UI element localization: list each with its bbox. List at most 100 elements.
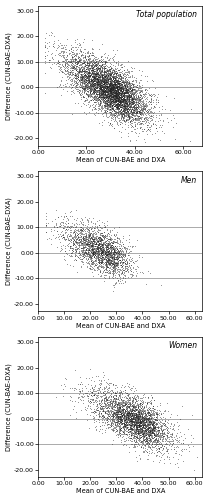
Point <box>130 272 133 280</box>
Point <box>177 450 180 458</box>
Point <box>80 386 84 394</box>
Point <box>123 102 126 110</box>
Point <box>93 73 97 81</box>
Point <box>119 102 122 110</box>
Point <box>118 422 121 430</box>
Point <box>96 256 99 264</box>
Point <box>59 40 62 48</box>
Point <box>78 248 81 256</box>
Point <box>68 80 72 88</box>
Point <box>118 402 121 409</box>
Point <box>125 91 129 99</box>
Point <box>151 437 155 445</box>
Point <box>139 408 143 416</box>
Point <box>131 92 135 100</box>
Point <box>112 70 116 78</box>
Point <box>98 267 102 275</box>
Point <box>99 407 102 415</box>
Point <box>116 90 120 98</box>
Point <box>133 422 136 430</box>
Point <box>119 432 122 440</box>
Point <box>126 102 129 110</box>
Point <box>98 411 101 419</box>
Point <box>96 238 99 246</box>
Point <box>113 92 116 100</box>
Point <box>155 452 158 460</box>
Point <box>122 77 126 85</box>
Point <box>106 252 109 260</box>
Point <box>174 432 177 440</box>
Point <box>86 60 89 68</box>
Point <box>85 72 88 80</box>
Point <box>102 91 105 99</box>
Point <box>133 395 137 403</box>
Point <box>143 426 147 434</box>
Point <box>151 410 155 418</box>
Point <box>130 64 133 72</box>
Point <box>124 74 127 82</box>
Point <box>80 75 83 83</box>
Point <box>49 28 52 36</box>
Point <box>142 414 145 422</box>
Point <box>136 428 139 436</box>
Point <box>96 78 99 86</box>
Point <box>128 428 132 436</box>
Point <box>148 426 152 434</box>
Point <box>136 404 140 411</box>
Point <box>132 422 135 430</box>
Point <box>116 400 119 408</box>
Point <box>98 242 101 250</box>
Point <box>76 398 80 406</box>
Point <box>131 108 134 116</box>
Point <box>104 76 108 84</box>
Point <box>136 412 140 420</box>
Point <box>112 82 115 90</box>
Point <box>116 86 119 94</box>
Point <box>141 432 145 440</box>
Point <box>117 102 121 110</box>
Point <box>97 404 100 411</box>
Point <box>93 237 97 245</box>
Point <box>105 244 108 252</box>
Point <box>128 410 132 418</box>
Point <box>84 78 87 86</box>
Point <box>119 382 122 390</box>
Point <box>79 237 83 245</box>
Point <box>139 418 143 426</box>
Point <box>86 84 90 92</box>
Point <box>107 234 111 242</box>
Point <box>128 409 132 417</box>
Point <box>135 429 139 437</box>
Point <box>110 98 113 106</box>
Point <box>60 234 63 242</box>
Point <box>126 70 129 78</box>
Point <box>99 85 102 93</box>
Point <box>52 32 56 40</box>
Point <box>52 38 55 46</box>
Point <box>94 240 98 248</box>
Point <box>110 81 113 89</box>
Point <box>88 250 91 258</box>
Point <box>110 400 114 407</box>
Point <box>104 239 108 247</box>
Point <box>107 69 111 77</box>
Point <box>71 48 75 56</box>
Point <box>105 264 108 272</box>
Point <box>110 440 114 448</box>
Point <box>70 64 73 72</box>
Point <box>118 99 121 107</box>
Point <box>102 245 106 253</box>
Point <box>128 393 131 401</box>
Point <box>130 118 133 126</box>
Point <box>88 70 91 78</box>
Point <box>158 439 161 447</box>
Point <box>85 232 88 239</box>
Point <box>115 253 119 261</box>
Point <box>171 426 174 434</box>
Point <box>97 94 100 102</box>
Point <box>145 424 148 432</box>
Point <box>125 82 129 90</box>
Point <box>124 82 127 90</box>
Point <box>157 98 160 106</box>
Point <box>112 68 116 76</box>
